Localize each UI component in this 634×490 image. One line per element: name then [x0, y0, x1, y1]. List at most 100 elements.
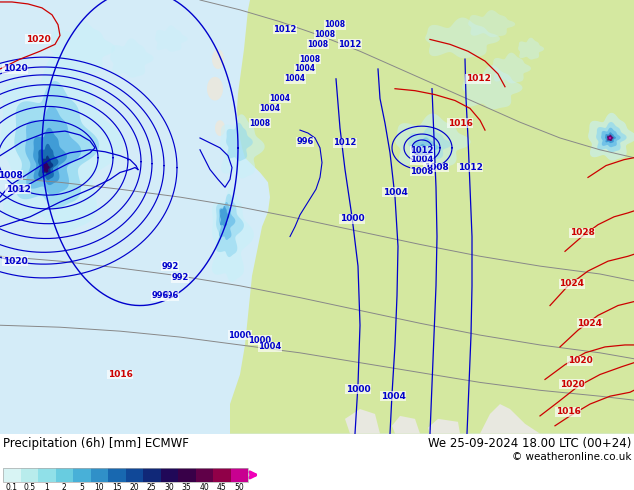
Polygon shape — [220, 114, 264, 178]
Polygon shape — [607, 135, 614, 141]
Text: © weatheronline.co.uk: © weatheronline.co.uk — [512, 452, 631, 462]
Text: 1012: 1012 — [6, 185, 30, 194]
Polygon shape — [1, 53, 123, 234]
Text: 1024: 1024 — [559, 279, 585, 288]
Text: 1012: 1012 — [333, 138, 357, 147]
Text: 1012: 1012 — [339, 40, 361, 49]
Bar — [91, 468, 108, 482]
Polygon shape — [588, 113, 634, 161]
Polygon shape — [415, 144, 430, 155]
Text: 15: 15 — [112, 484, 122, 490]
Text: 25: 25 — [147, 484, 157, 490]
Bar — [178, 468, 195, 482]
Polygon shape — [212, 187, 254, 282]
Polygon shape — [50, 20, 115, 75]
Bar — [3, 468, 20, 482]
Text: 1004: 1004 — [410, 155, 434, 164]
Bar — [73, 468, 91, 482]
Polygon shape — [468, 10, 515, 37]
Text: 1008: 1008 — [307, 40, 328, 49]
Bar — [195, 468, 213, 482]
Text: 50: 50 — [235, 484, 244, 490]
Text: 1008: 1008 — [0, 171, 22, 180]
Polygon shape — [215, 120, 225, 136]
Polygon shape — [345, 409, 380, 434]
Text: 1024: 1024 — [578, 319, 602, 328]
Text: 1004: 1004 — [382, 188, 408, 196]
Polygon shape — [216, 194, 244, 257]
Text: 5: 5 — [79, 484, 84, 490]
Text: 20: 20 — [129, 484, 139, 490]
Text: 1020: 1020 — [567, 356, 592, 365]
Text: 40: 40 — [199, 484, 209, 490]
Text: 1008: 1008 — [249, 119, 271, 128]
Text: 1000: 1000 — [346, 385, 370, 394]
Polygon shape — [605, 132, 616, 143]
Polygon shape — [43, 162, 49, 172]
Polygon shape — [428, 419, 460, 434]
Polygon shape — [219, 202, 235, 240]
Text: 1008: 1008 — [314, 30, 335, 39]
Polygon shape — [596, 122, 626, 152]
Text: 996: 996 — [152, 291, 169, 300]
Text: 1000: 1000 — [228, 331, 252, 340]
Text: 1012: 1012 — [410, 147, 434, 155]
Text: 0.1: 0.1 — [6, 484, 18, 490]
Text: 1: 1 — [44, 484, 49, 490]
Polygon shape — [155, 25, 188, 52]
Text: 1000: 1000 — [340, 214, 365, 223]
Polygon shape — [518, 38, 544, 60]
Polygon shape — [226, 123, 253, 161]
Bar — [213, 468, 231, 482]
Polygon shape — [207, 77, 223, 100]
Polygon shape — [220, 206, 230, 227]
Text: 1000: 1000 — [249, 336, 271, 344]
Polygon shape — [33, 128, 67, 185]
Text: 1008: 1008 — [424, 163, 448, 172]
Text: Precipitation (6h) [mm] ECMWF: Precipitation (6h) [mm] ECMWF — [3, 437, 189, 450]
Text: 1020: 1020 — [3, 65, 27, 74]
Polygon shape — [42, 156, 53, 175]
Polygon shape — [413, 137, 439, 157]
Text: We 25-09-2024 18.00 LTC (00+24): We 25-09-2024 18.00 LTC (00+24) — [427, 437, 631, 450]
Text: 1004: 1004 — [259, 343, 281, 351]
Polygon shape — [480, 404, 540, 434]
Text: 1004: 1004 — [380, 392, 405, 401]
Text: 1004: 1004 — [259, 104, 280, 113]
Text: 996: 996 — [161, 291, 179, 300]
Text: 2: 2 — [62, 484, 67, 490]
Bar — [108, 468, 126, 482]
Polygon shape — [110, 38, 153, 78]
Text: 1004: 1004 — [285, 74, 306, 83]
Text: 1004: 1004 — [295, 65, 316, 74]
Polygon shape — [15, 81, 99, 209]
Text: 35: 35 — [182, 484, 191, 490]
Bar — [3, 468, 248, 482]
Text: 1008: 1008 — [325, 20, 346, 29]
Bar — [231, 468, 248, 482]
Text: 1012: 1012 — [458, 163, 482, 172]
Polygon shape — [601, 128, 621, 147]
Polygon shape — [212, 49, 224, 69]
Text: 1004: 1004 — [269, 94, 290, 103]
Polygon shape — [38, 144, 58, 180]
Polygon shape — [425, 18, 500, 58]
Polygon shape — [395, 114, 470, 169]
Bar — [20, 468, 38, 482]
Bar — [126, 468, 143, 482]
Polygon shape — [609, 137, 611, 139]
Text: 992: 992 — [161, 262, 179, 270]
Polygon shape — [25, 106, 81, 196]
Polygon shape — [392, 416, 420, 434]
Bar — [143, 468, 160, 482]
Text: 992: 992 — [171, 273, 189, 282]
Polygon shape — [416, 148, 425, 155]
Text: 1020: 1020 — [3, 257, 27, 266]
Text: 1008: 1008 — [299, 54, 321, 64]
Polygon shape — [408, 127, 451, 160]
Text: 1012: 1012 — [465, 74, 491, 83]
Text: 0.5: 0.5 — [23, 484, 36, 490]
Polygon shape — [230, 0, 634, 434]
Text: 1016: 1016 — [108, 370, 133, 379]
Text: 996: 996 — [296, 137, 314, 147]
